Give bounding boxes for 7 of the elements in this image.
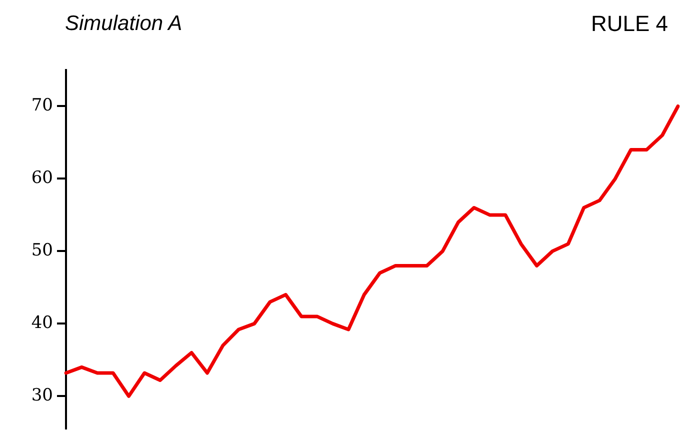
chart-subtitle: RULE 4 <box>590 11 668 37</box>
chart-title: Simulation A <box>65 12 182 36</box>
y-tick-label: 50 <box>31 240 53 261</box>
y-tick-label: 60 <box>31 168 53 188</box>
y-tick-label: 30 <box>31 386 53 406</box>
y-tick-label: 70 <box>31 96 53 116</box>
y-tick-label: 40 <box>31 313 53 334</box>
